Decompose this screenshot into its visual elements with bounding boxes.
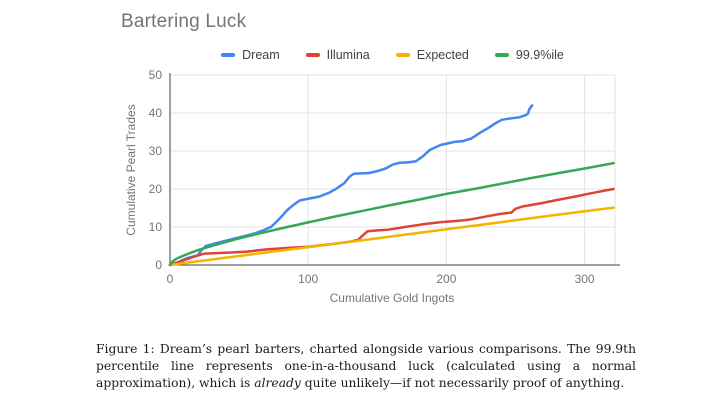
legend-item-dream: Dream bbox=[221, 48, 280, 62]
series-line-illumina bbox=[168, 187, 615, 267]
legend-label: Illumina bbox=[326, 48, 370, 62]
chart-title: Bartering Luck bbox=[121, 11, 247, 32]
x-tick-label: 0 bbox=[167, 272, 174, 286]
y-axis-title: Cumulative Pearl Trades bbox=[124, 104, 138, 235]
legend-item-illumina: Illumina bbox=[305, 48, 370, 62]
x-tick-label: 300 bbox=[575, 272, 595, 286]
caption-text-2: quite unlikely—if not necessarily proof … bbox=[300, 376, 625, 390]
legend-label: 99.9%ile bbox=[515, 48, 564, 62]
y-tick-label: 10 bbox=[149, 220, 163, 234]
legend-item-99-9-ile: 99.9%ile bbox=[494, 48, 564, 62]
y-tick-label: 0 bbox=[155, 258, 162, 272]
legend-swatch bbox=[494, 53, 509, 57]
grid-layer bbox=[169, 73, 620, 266]
legend-label: Expected bbox=[416, 48, 469, 62]
x-tick-label: 100 bbox=[298, 272, 318, 286]
legend-swatch bbox=[221, 53, 236, 57]
y-tick-label: 30 bbox=[149, 144, 163, 158]
series-line-expected bbox=[168, 206, 615, 267]
caption-text-1: Figure 1: Dream’s pearl barters, charted… bbox=[96, 342, 636, 390]
x-tick-label: 200 bbox=[436, 272, 456, 286]
figure-caption: Figure 1: Dream’s pearl barters, charted… bbox=[96, 341, 636, 392]
y-tick-label: 40 bbox=[149, 106, 163, 120]
tick-layer: 0 10 20 30 40 50 0 100 200 300 bbox=[149, 68, 595, 286]
caption-italic-word: already bbox=[254, 376, 301, 390]
y-tick-label: 50 bbox=[149, 68, 163, 82]
series-line-99-9-ile bbox=[168, 161, 615, 267]
legend-item-expected: Expected bbox=[395, 48, 469, 62]
series-layer bbox=[168, 104, 615, 267]
y-tick-label: 20 bbox=[149, 182, 163, 196]
chart-plot: 0 10 20 30 40 50 0 100 200 300 Cumulative Gold In… bbox=[124, 68, 620, 305]
x-axis-title: Cumulative Gold Ingots bbox=[330, 291, 455, 305]
chart-legend: Dream Illumina Expected 99.9%ile bbox=[170, 47, 615, 63]
legend-swatch bbox=[305, 53, 320, 57]
legend-label: Dream bbox=[242, 48, 280, 62]
legend-swatch bbox=[395, 53, 410, 57]
